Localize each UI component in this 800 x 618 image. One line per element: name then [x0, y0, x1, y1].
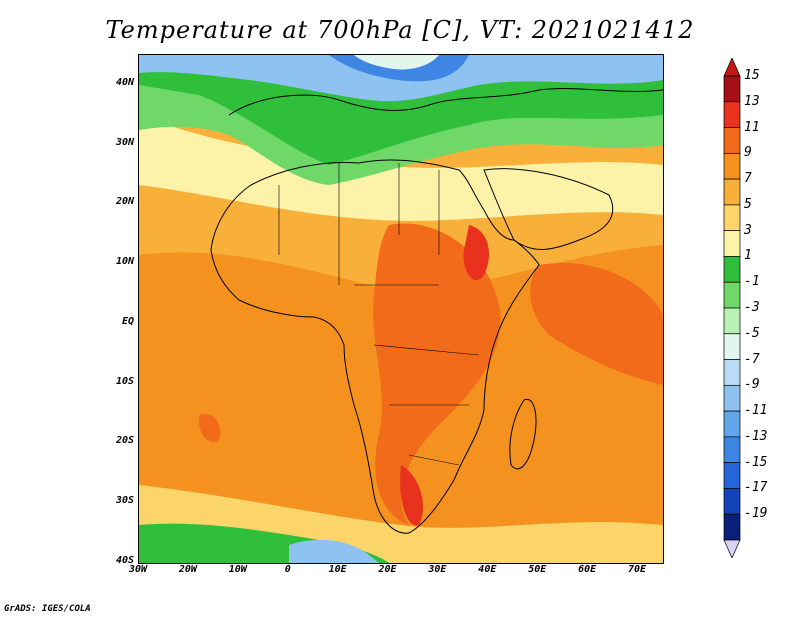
- temperature-map: [139, 55, 663, 563]
- x-tick-label: 10W: [228, 564, 247, 575]
- colorbar-swatch: [723, 178, 741, 206]
- colorbar-label: 11: [744, 119, 760, 135]
- colorbar-label: -19: [744, 506, 768, 522]
- colorbar-swatch: [723, 410, 741, 438]
- colorbar-label: 9: [744, 145, 752, 161]
- colorbar-swatch: [723, 462, 741, 489]
- y-tick-label: EQ: [121, 315, 134, 327]
- band-5-north: [139, 115, 663, 221]
- x-tick-label: 30W: [128, 564, 148, 575]
- warm-patch-atlantic: [198, 414, 221, 443]
- x-tick-label: 50E: [528, 564, 547, 575]
- colorbar-swatch: [723, 307, 741, 335]
- colorbar-label: 13: [744, 93, 760, 109]
- x-tick-label: 30E: [428, 564, 447, 575]
- x-tick-label: 0: [284, 564, 291, 575]
- x-tick-label: 60E: [578, 564, 597, 575]
- warm-core-ethiopia: [463, 225, 489, 281]
- y-tick-label: 30S: [115, 495, 134, 507]
- colorbar-min-triangle: [723, 539, 741, 558]
- x-tick-label: 20W: [178, 564, 197, 575]
- colorbar-swatch: [723, 359, 741, 386]
- colorbar-label: 1: [744, 248, 752, 264]
- colorbar-label: 5: [744, 196, 752, 212]
- colorbar-swatch: [723, 384, 741, 412]
- y-tick-label: 40N: [115, 76, 134, 88]
- x-tick-label: 10E: [328, 564, 347, 575]
- colorbar-label: 7: [744, 171, 752, 187]
- y-tick-label: 10S: [115, 375, 134, 387]
- arabia-coast: [483, 168, 614, 250]
- colorbar-swatch: [723, 101, 741, 128]
- y-tick-label: 20N: [115, 196, 134, 208]
- colorbar-swatch: [723, 488, 741, 515]
- colorbar-label: 15: [744, 68, 760, 83]
- colorbar-swatch: [723, 204, 741, 232]
- madagascar-coast: [509, 398, 537, 470]
- colorbar-swatch: [723, 152, 741, 180]
- colorbar-label: -7: [744, 351, 760, 367]
- colorbar-label: -3: [744, 300, 760, 315]
- colorbar-label: -13: [744, 428, 768, 444]
- band-blue-south: [289, 539, 379, 563]
- x-tick-label: 40E: [478, 564, 497, 575]
- colorbar-label: -1: [744, 274, 760, 290]
- colorbar-swatch: [723, 75, 741, 103]
- band-white: [354, 55, 439, 70]
- colorbar-swatch: [723, 127, 741, 154]
- y-tick-label: 10N: [115, 256, 134, 268]
- y-tick-label: 40S: [115, 555, 134, 566]
- warm-core-central: [373, 223, 501, 525]
- warm-core-indian: [530, 263, 663, 385]
- colorbar-swatch: [723, 256, 741, 283]
- x-tick-label: 70E: [628, 564, 647, 575]
- map-frame: [138, 54, 664, 564]
- colorbar-max-triangle: [723, 58, 741, 77]
- colorbar-label: -5: [744, 325, 760, 341]
- colorbar-label: -17: [744, 480, 768, 496]
- colorbar-swatch: [723, 333, 741, 360]
- credit-text: GrADS: IGES/COLA: [4, 604, 91, 614]
- y-tick-label: 20S: [115, 435, 134, 447]
- chart-title: Temperature at 700hPa [C], VT: 202102141…: [105, 16, 695, 44]
- colorbar-swatch: [723, 513, 741, 541]
- colorbar: [723, 58, 741, 558]
- colorbar-swatch: [723, 230, 741, 257]
- colorbar-label: -9: [744, 377, 760, 393]
- colorbar-swatch: [723, 436, 741, 464]
- colorbar-label: 3: [744, 222, 752, 238]
- africa-coastline: [210, 159, 540, 534]
- colorbar-swatch: [723, 281, 741, 309]
- colorbar-label: -15: [744, 454, 768, 470]
- colorbar-label: -11: [744, 403, 768, 419]
- warm-core-south: [400, 465, 423, 526]
- europe-coast: [228, 88, 663, 116]
- x-tick-label: 20E: [378, 564, 397, 575]
- y-tick-label: 30N: [115, 136, 134, 148]
- country-borders: [278, 163, 480, 466]
